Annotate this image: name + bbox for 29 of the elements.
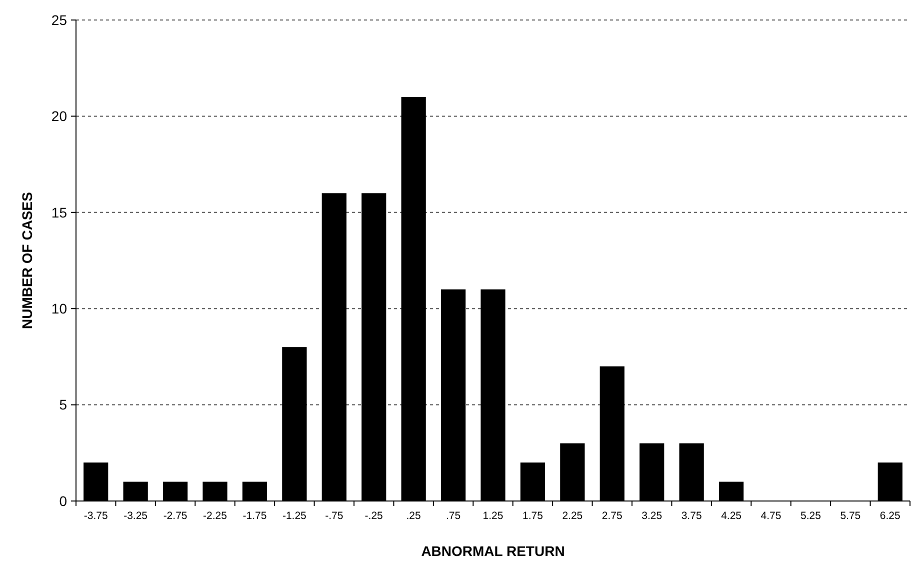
x-tick-label: .75 xyxy=(446,510,461,522)
x-tick-label: 2.75 xyxy=(602,510,623,522)
y-tick-label: 15 xyxy=(51,204,68,220)
x-tick-label: -3.25 xyxy=(124,510,148,522)
x-tick-label: -3.75 xyxy=(84,510,108,522)
x-axis-title: ABNORMAL RETURN xyxy=(421,543,565,559)
x-tick-label: 1.75 xyxy=(522,510,544,522)
x-tick-label: 1.25 xyxy=(482,510,504,522)
x-tick-label: -2.75 xyxy=(163,510,188,522)
y-tick-label: 5 xyxy=(59,396,68,413)
y-tick-label: 10 xyxy=(51,300,68,316)
x-tick-label: 5.75 xyxy=(840,510,861,522)
x-tick-label: 4.75 xyxy=(760,510,782,522)
x-tick-label: 3.25 xyxy=(642,510,662,522)
x-tick-label: 6.25 xyxy=(880,510,901,522)
x-tick-label: -1.25 xyxy=(282,510,307,522)
x-tick-label: 4.25 xyxy=(721,510,742,522)
y-tick-label: 25 xyxy=(51,12,68,28)
x-tick-label: -1.75 xyxy=(242,510,267,522)
x-tick-label: -.25 xyxy=(364,510,384,522)
y-tick-label: 0 xyxy=(59,492,68,509)
x-tick-label: .25 xyxy=(406,510,422,522)
x-tick-label: 5.25 xyxy=(800,510,822,522)
x-tick-label: -.75 xyxy=(325,510,344,522)
x-tick-label: 3.75 xyxy=(681,510,702,522)
x-tick-label: -2.25 xyxy=(203,510,228,522)
y-axis-title: NUMBER OF CASES xyxy=(19,192,35,329)
y-tick-label: 20 xyxy=(51,108,68,124)
x-tick-label: 2.25 xyxy=(562,510,583,522)
